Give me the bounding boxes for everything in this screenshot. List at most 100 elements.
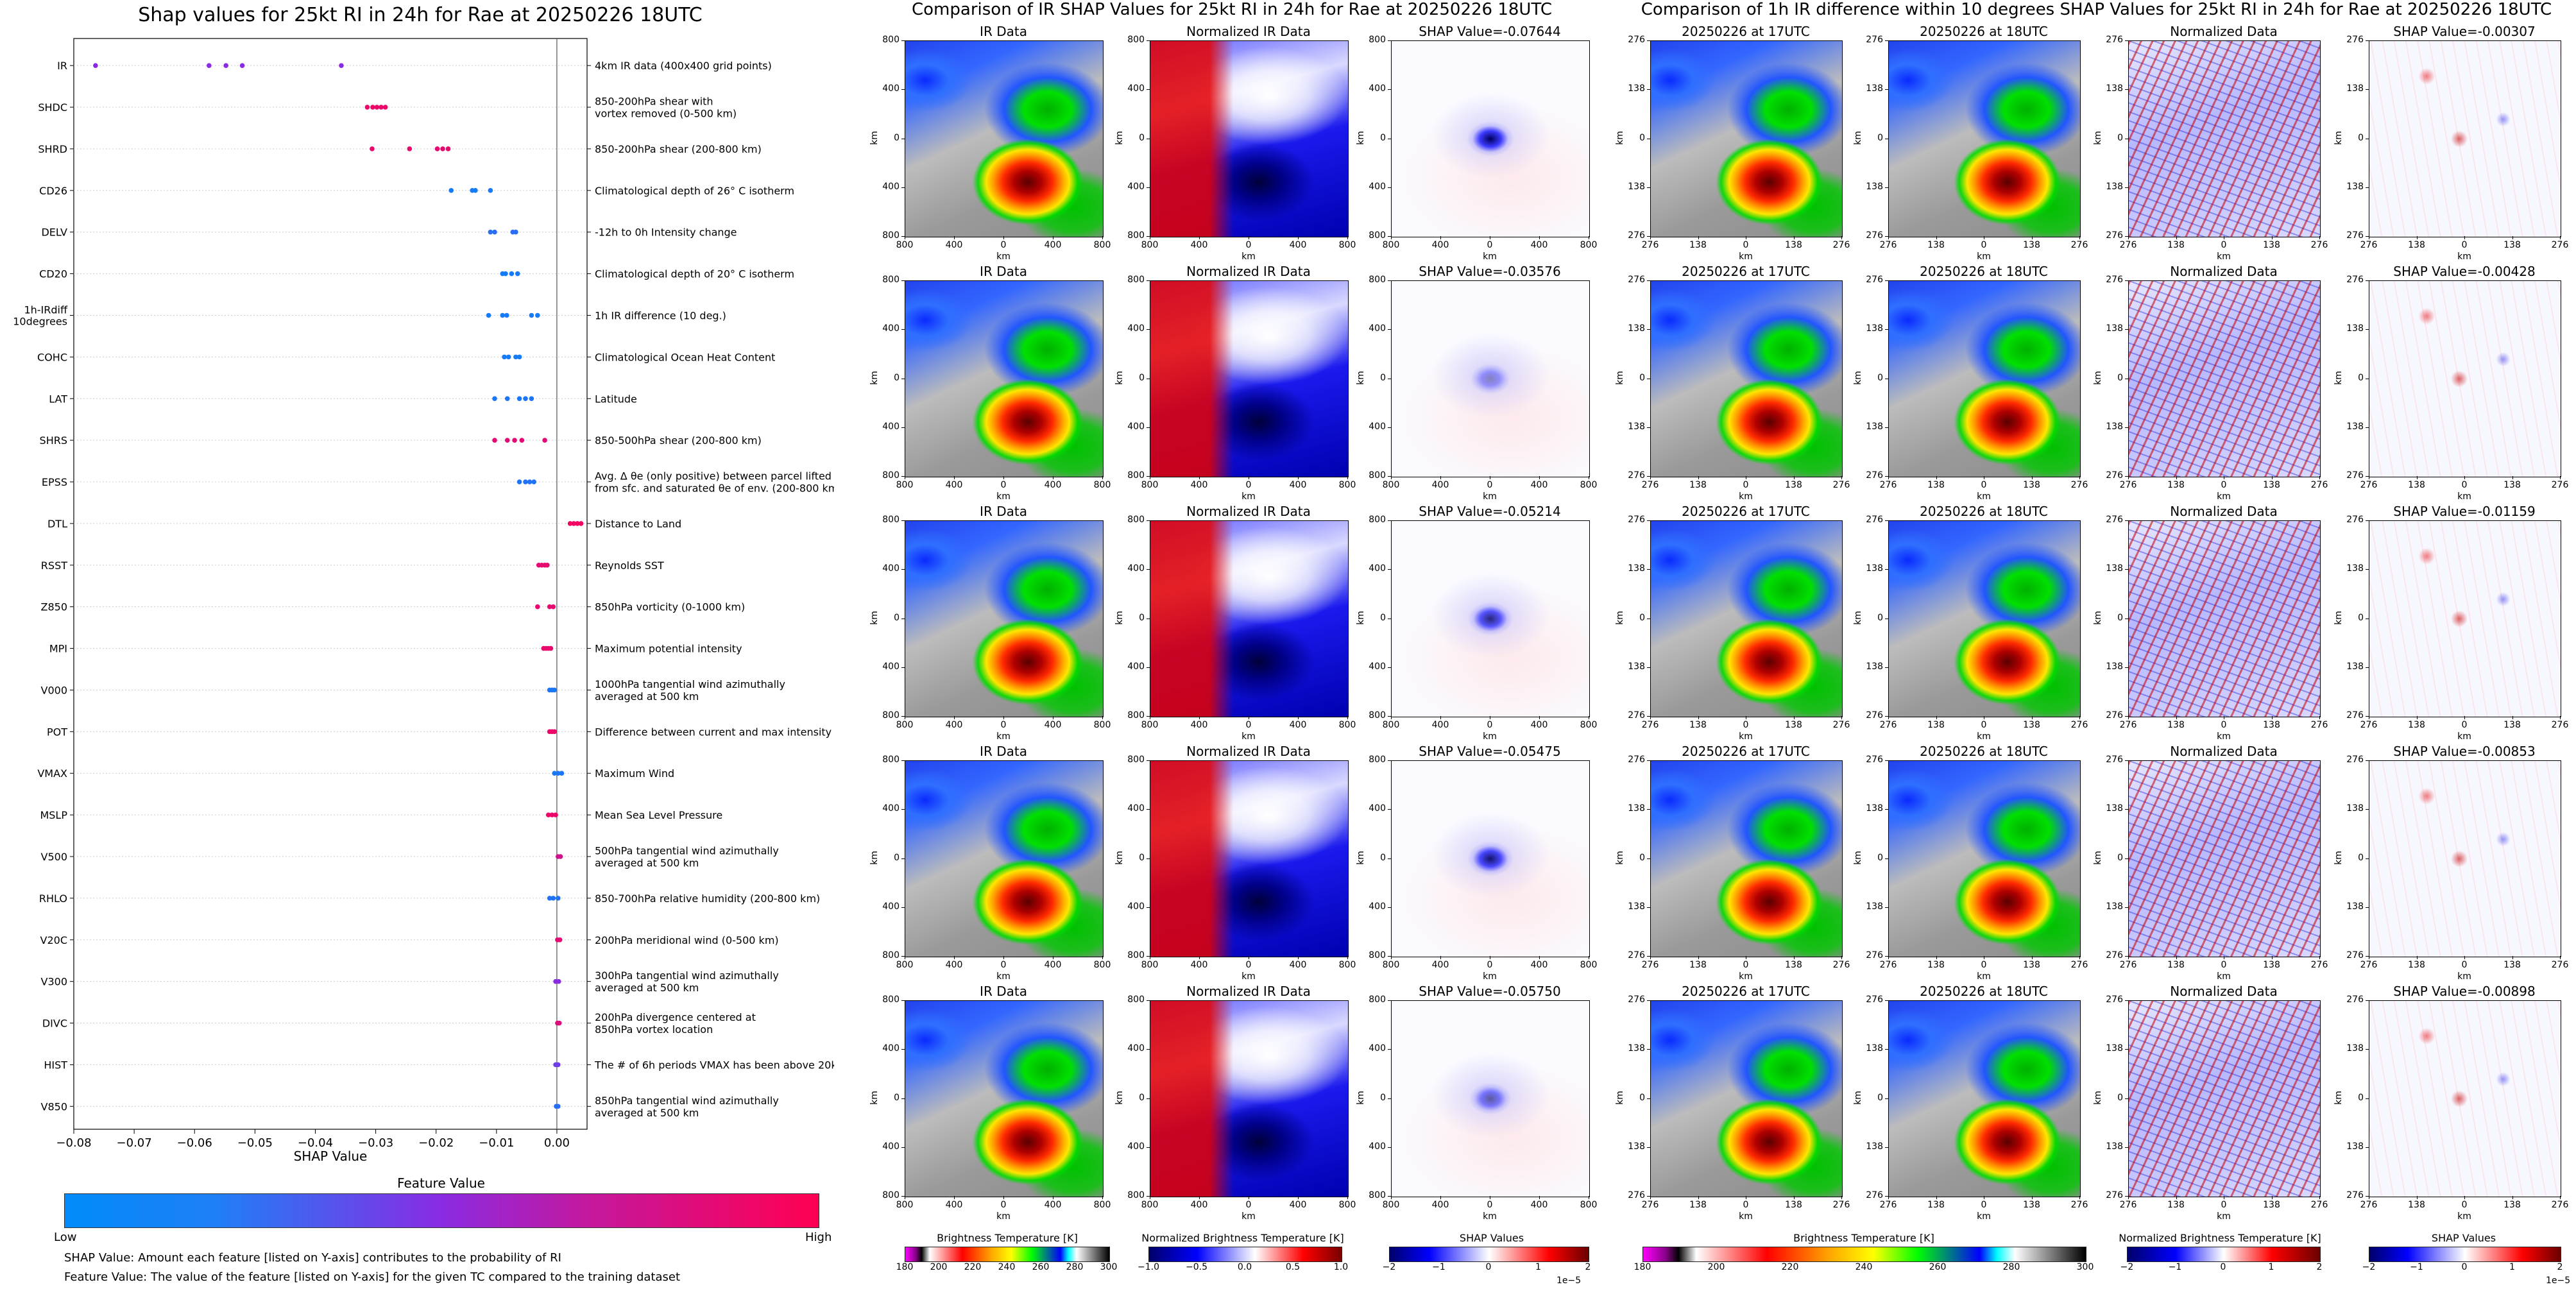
xtick-label: 138 xyxy=(2167,240,2185,250)
xtick-label: 800 xyxy=(1338,1200,1356,1210)
ytick-label: 276 xyxy=(2346,1190,2364,1200)
shap-point xyxy=(486,312,491,318)
xtick-label: 400 xyxy=(1431,1200,1449,1210)
xtick xyxy=(1298,476,1299,479)
ytick-label: 138 xyxy=(1866,83,1883,94)
feature-name-label: V500 xyxy=(41,851,67,863)
xtick-label: 0 xyxy=(1743,480,1749,490)
xtick xyxy=(1199,956,1200,959)
ytick-label: 276 xyxy=(2106,230,2123,241)
xtick-label: 0 xyxy=(1000,480,1007,490)
ir-shap-colorbar-ticks: −2 −1 0 1 2 xyxy=(1383,1262,1591,1275)
xtick xyxy=(2512,716,2513,719)
xtick xyxy=(2031,476,2033,479)
ytick xyxy=(1147,236,1150,237)
ytick-label: 276 xyxy=(1866,994,1883,1005)
xtick-label: 276 xyxy=(2551,720,2569,730)
xtick xyxy=(1102,956,1103,959)
xtick-label: 276 xyxy=(1879,720,1897,730)
y-axis-unit-label: km xyxy=(1114,130,1125,145)
ytick-label: 400 xyxy=(1369,901,1386,912)
ytick xyxy=(1147,187,1150,188)
ytick xyxy=(2125,1098,2128,1099)
ir-bt-colorbar-title: Brightness Temperature [K] xyxy=(937,1232,1078,1244)
ytick-label: 138 xyxy=(2106,1043,2123,1054)
ytick xyxy=(1647,329,1650,330)
xtick-label: 276 xyxy=(2119,240,2137,250)
xtick-label: −0.08 xyxy=(56,1136,91,1150)
x-axis-unit-label: km xyxy=(1483,971,1497,982)
shap-point xyxy=(370,105,375,110)
ytick xyxy=(2125,907,2128,908)
xtick-label: 276 xyxy=(2070,720,2088,730)
xtick-label: 800 xyxy=(1093,1200,1111,1210)
xtick-label: 276 xyxy=(2119,720,2137,730)
ytick xyxy=(901,1049,905,1050)
shap-point xyxy=(488,188,493,193)
xtick-label: 800 xyxy=(1382,240,1400,250)
ytick xyxy=(1885,1196,1888,1197)
ytick xyxy=(1885,858,1888,859)
ytick-label: 138 xyxy=(1866,901,1883,912)
x-axis-unit-label: km xyxy=(1483,731,1497,742)
ytick-label: 400 xyxy=(882,1141,900,1152)
xtick-label: 800 xyxy=(1093,480,1111,490)
ytick xyxy=(1885,716,1888,717)
xtick-label: 138 xyxy=(1927,960,1945,970)
xtick-label: 138 xyxy=(2408,480,2425,490)
xtick xyxy=(1440,1196,1441,1199)
xtick xyxy=(1793,236,1795,239)
xtick xyxy=(2128,476,2129,479)
shap-point xyxy=(556,771,561,776)
ir-18utc-image xyxy=(1888,280,2081,477)
xtick-label: 276 xyxy=(2310,1200,2328,1210)
ytick xyxy=(1147,858,1150,859)
xtick-label: 0 xyxy=(2461,1200,2468,1210)
xtick-label: 276 xyxy=(1879,960,1897,970)
xtick xyxy=(2271,236,2273,239)
feature-description-label: 850hPa vorticity (0-1000 km) xyxy=(595,601,745,613)
ytick-label: 0 xyxy=(1639,612,1645,623)
ytick xyxy=(1647,236,1650,237)
feature-description-label: averaged at 500 km xyxy=(595,690,699,703)
ytick-label: 276 xyxy=(2106,515,2123,525)
ir-shap-image xyxy=(1391,1000,1590,1197)
ytick xyxy=(2125,760,2128,761)
feature-description-label: vortex removed (0-500 km) xyxy=(595,108,737,120)
xtick-label: 276 xyxy=(2070,1200,2088,1210)
feature-description-label: -12h to 0h Intensity change xyxy=(595,226,737,239)
ytick-label: 400 xyxy=(1127,901,1145,912)
xtick xyxy=(2079,236,2080,239)
y-axis-unit-label: km xyxy=(2092,1090,2103,1105)
ytick xyxy=(901,427,905,428)
feature-name-label: SHDC xyxy=(38,101,67,114)
shap-point xyxy=(552,729,557,735)
x-axis-unit-label: km xyxy=(1977,252,1991,262)
y-axis-unit-label: km xyxy=(1614,850,1625,865)
feature-name-label: SHRS xyxy=(40,434,67,447)
ytick-label: 138 xyxy=(2346,83,2364,94)
ytick-label: 0 xyxy=(1380,132,1386,143)
ytick-label: 138 xyxy=(1628,901,1645,912)
ytick-label: 0 xyxy=(2358,372,2364,383)
colorbar-tick-label: −2 xyxy=(2362,1262,2376,1272)
xtick-label: 800 xyxy=(896,1200,914,1210)
xtick xyxy=(2271,956,2273,959)
ytick-label: 138 xyxy=(1628,181,1645,192)
feature-name-label: 10degrees xyxy=(13,315,67,327)
feature-name-label: V300 xyxy=(41,976,67,988)
ytick xyxy=(1388,716,1391,717)
ytick xyxy=(1388,1098,1391,1099)
ytick xyxy=(901,1098,905,1099)
colorbar-tick-label: 180 xyxy=(1633,1262,1651,1272)
xtick-label: 138 xyxy=(2167,960,2185,970)
xtick xyxy=(1440,476,1441,479)
ytick-label: 276 xyxy=(2346,950,2364,960)
xtick xyxy=(1698,1196,1699,1199)
ir-shap-title: SHAP Value=-0.05475 xyxy=(1419,744,1561,759)
ytick-label: 800 xyxy=(1127,710,1145,721)
xtick-label: 276 xyxy=(2360,960,2378,970)
ytick xyxy=(1147,280,1150,281)
shap-summary-panel: Shap values for 25kt RI in 24h for Rae a… xyxy=(0,0,834,1289)
feature-description-label: averaged at 500 km xyxy=(595,857,699,869)
